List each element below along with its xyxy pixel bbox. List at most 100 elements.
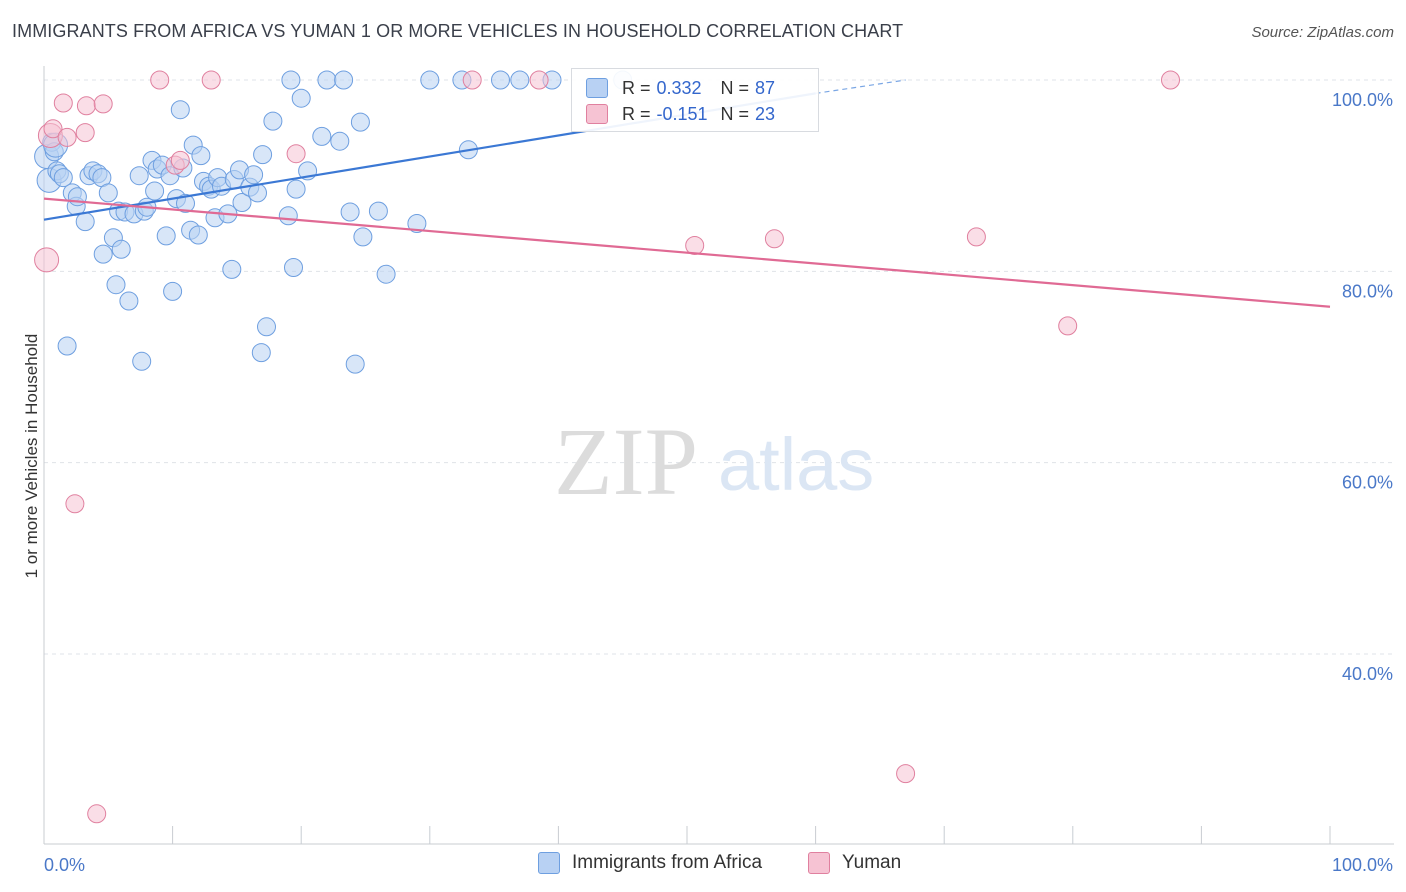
data-point (170, 150, 190, 170)
data-point (1058, 316, 1078, 336)
data-point (57, 336, 77, 356)
data-point (43, 119, 63, 139)
x-tick-label: 100.0% (1332, 855, 1393, 875)
data-point (284, 258, 303, 277)
data-point (191, 146, 211, 166)
bottom-legend-yuman: Yuman (808, 852, 901, 874)
data-point (150, 70, 170, 90)
data-point (119, 291, 139, 311)
data-point (222, 259, 242, 279)
watermark: ZIP atlas (554, 408, 874, 515)
bottom-legend-label-africa: Immigrants from Africa (572, 852, 763, 873)
data-point (201, 70, 221, 90)
y-tick-label: 100.0% (1332, 90, 1393, 110)
data-point (65, 494, 85, 514)
data-point (75, 123, 95, 143)
data-point (53, 93, 73, 113)
legend-r-value: -0.151 (656, 103, 708, 124)
data-points (34, 70, 1180, 824)
bottom-legend-swatch-africa (538, 852, 560, 874)
data-point (76, 96, 96, 116)
data-point (176, 193, 195, 213)
legend-n-value: 87 (755, 77, 776, 98)
data-point (232, 193, 252, 212)
data-point (278, 206, 298, 226)
legend-n-label: N = (720, 103, 750, 124)
y-tick-label: 60.0% (1342, 473, 1393, 493)
y-tick-label: 40.0% (1342, 664, 1393, 684)
legend-swatch-africa (586, 78, 608, 98)
data-point (132, 351, 152, 371)
bottom-legend-africa: Immigrants from Africa (538, 852, 762, 874)
bottom-legend-label-yuman: Yuman (842, 852, 902, 873)
data-point (111, 239, 131, 259)
data-point (420, 70, 440, 90)
data-point (376, 264, 396, 284)
legend-r-label: R = (622, 77, 651, 98)
data-point (529, 70, 549, 90)
trendline-yuman (43, 197, 1331, 308)
data-point (244, 165, 264, 185)
legend-swatch-yuman (586, 104, 608, 124)
axes (43, 66, 1394, 845)
data-point (317, 70, 337, 90)
data-point (53, 168, 73, 188)
data-point (156, 226, 176, 246)
x-tick-labels: 0.0% 100.0% (44, 855, 1393, 875)
legend-row-africa: R = 0.332 N = 87 (586, 76, 775, 100)
data-point (353, 227, 373, 247)
data-point (491, 70, 510, 90)
legend-n-value: 23 (755, 103, 776, 124)
legend: R = 0.332 N = 87 R = -0.151 N = 23 (571, 68, 819, 132)
data-point (188, 225, 208, 245)
data-point (1161, 70, 1180, 90)
data-point (286, 144, 306, 164)
data-point (145, 181, 165, 201)
data-point (685, 236, 705, 255)
y-tick-label: 80.0% (1342, 281, 1393, 301)
legend-n-label: N = (720, 77, 750, 98)
data-point (263, 111, 283, 131)
y-tick-labels: 40.0% 60.0% 80.0% 100.0% (1332, 90, 1393, 684)
data-point (462, 70, 482, 90)
legend-r-value: 0.332 (656, 77, 702, 98)
x-tick-label: 0.0% (44, 855, 85, 875)
bottom-legend-swatch-yuman (808, 852, 830, 874)
data-point (98, 183, 118, 203)
data-point (163, 281, 183, 301)
data-point (106, 275, 126, 295)
data-point (350, 112, 370, 132)
chart-title: IMMIGRANTS FROM AFRICA VS YUMAN 1 OR MOR… (12, 21, 904, 41)
data-point (510, 70, 530, 90)
source-label: Source: ZipAtlas.com (1251, 24, 1394, 41)
data-point (57, 127, 77, 147)
watermark-atlas: atlas (718, 423, 874, 506)
data-point (291, 88, 311, 108)
legend-row-yuman: R = -0.151 N = 23 (586, 102, 775, 126)
data-point (34, 247, 60, 273)
data-point (345, 354, 365, 374)
data-point (253, 145, 273, 165)
data-point (966, 227, 986, 247)
data-point (281, 70, 301, 90)
bottom-legend: Immigrants from Africa Yuman (0, 852, 1406, 878)
data-point (93, 94, 113, 114)
data-point (764, 229, 784, 249)
data-point (312, 126, 332, 146)
legend-r-label: R = (622, 103, 651, 124)
data-point (87, 804, 107, 824)
data-point (368, 201, 388, 221)
data-point (170, 100, 190, 120)
data-point (340, 202, 360, 222)
data-point (407, 214, 427, 233)
data-point (896, 764, 916, 784)
data-point (251, 343, 271, 363)
data-point (129, 166, 149, 186)
data-point (334, 70, 354, 90)
data-point (257, 317, 276, 337)
data-point (286, 179, 306, 199)
data-point (93, 244, 113, 264)
watermark-zip: ZIP (554, 408, 698, 515)
data-point (75, 212, 95, 232)
